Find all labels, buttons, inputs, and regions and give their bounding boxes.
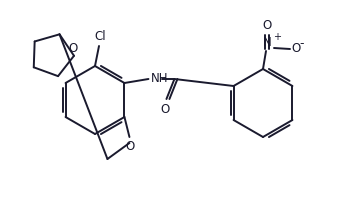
Text: O: O — [161, 103, 170, 116]
Text: NH: NH — [151, 73, 168, 85]
Text: O: O — [262, 19, 272, 32]
Text: O: O — [68, 42, 78, 55]
Text: Cl: Cl — [94, 30, 106, 43]
Text: O: O — [126, 140, 135, 153]
Text: O: O — [291, 43, 300, 56]
Text: N: N — [263, 36, 271, 49]
Text: -: - — [299, 37, 304, 51]
Text: +: + — [273, 32, 281, 42]
